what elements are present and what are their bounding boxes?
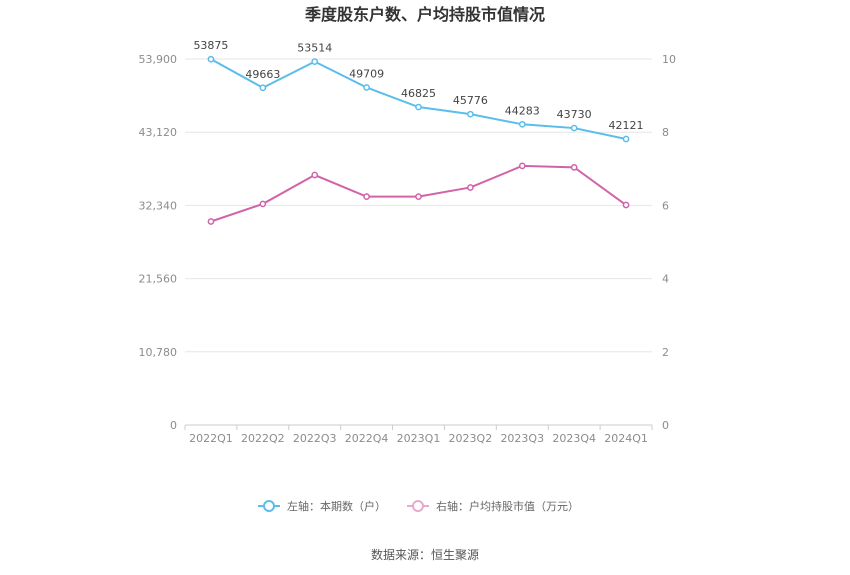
- data-label: 49709: [349, 67, 384, 80]
- x-axis-tick-label: 2022Q1: [189, 432, 233, 445]
- right-axis-tick-label: 0: [662, 419, 669, 432]
- data-point: [311, 171, 319, 179]
- data-label: 42121: [609, 119, 644, 132]
- left-axis-tick-label: 43,120: [139, 126, 178, 139]
- data-point: [467, 184, 474, 191]
- series: 53875 49663 53514 49709 46825 45776 44283 43730…: [193, 39, 644, 225]
- grid: [185, 58, 652, 353]
- data-point: [570, 124, 578, 132]
- axes: 0 10,780 21,560 32,340 43,120 53,900 0 2 4 6 8 10 20…: [139, 53, 677, 445]
- data-label: 43730: [557, 108, 592, 121]
- data-label: 53875: [193, 39, 228, 52]
- left-axis-tick-label: 32,340: [139, 199, 178, 212]
- data-label: 44283: [505, 104, 540, 117]
- data-point: [363, 193, 370, 200]
- legend-label: 左轴：本期数（户）: [287, 499, 386, 513]
- data-point: [570, 163, 578, 171]
- x-axis-tick-label: 2023Q3: [500, 432, 544, 445]
- data-point: [363, 84, 370, 91]
- data-point: [622, 135, 630, 143]
- data-label: 53514: [297, 42, 332, 55]
- legend-item[interactable]: 右轴：户均持股市值（万元）: [407, 499, 579, 513]
- x-axis-tick-label: 2023Q1: [397, 432, 441, 445]
- data-point: [622, 201, 630, 209]
- data-point: [518, 120, 526, 128]
- source-note: 数据来源：恒生聚源: [371, 547, 479, 562]
- data-point: [259, 84, 267, 92]
- x-axis-tick-label: 2022Q2: [241, 432, 285, 445]
- left-axis-tick-label: 53,900: [139, 53, 178, 66]
- left-axis-tick-label: 21,560: [139, 273, 178, 286]
- data-point: [415, 193, 422, 200]
- x-axis-tick-label: 2022Q3: [293, 432, 337, 445]
- data-point: [259, 200, 267, 208]
- right-axis-tick-label: 8: [662, 126, 669, 139]
- data-point: [311, 58, 319, 65]
- legend-swatch-marker: [263, 500, 275, 512]
- data-point: [518, 162, 526, 170]
- right-axis-tick-label: 10: [662, 53, 676, 66]
- right-axis-tick-label: 6: [662, 199, 669, 212]
- legend-label: 右轴：户均持股市值（万元）: [436, 499, 579, 513]
- data-point: [415, 103, 422, 111]
- chart-title: 季度股东户数、户均持股市值情况: [304, 5, 545, 24]
- x-axis-tick-label: 2023Q2: [449, 432, 493, 445]
- left-axis-tick-label: 0: [170, 419, 177, 432]
- data-point: [207, 55, 215, 63]
- right-axis-tick-label: 2: [662, 346, 669, 359]
- data-label: 45776: [453, 94, 488, 107]
- data-point: [207, 218, 215, 225]
- data-label: 49663: [245, 68, 280, 81]
- data-point: [467, 110, 474, 118]
- x-axis-tick-label: 2024Q1: [604, 432, 648, 445]
- x-axis-tick-label: 2022Q4: [345, 432, 389, 445]
- legend-swatch-marker: [412, 500, 424, 512]
- right-axis-tick-label: 4: [662, 273, 669, 286]
- data-label: 46825: [401, 87, 436, 100]
- left-axis-tick-label: 10,780: [139, 346, 178, 359]
- legend-item[interactable]: 左轴：本期数（户）: [258, 499, 386, 513]
- legend[interactable]: 左轴：本期数（户） 右轴：户均持股市值（万元）: [258, 499, 579, 513]
- x-axis-tick-label: 2023Q4: [552, 432, 596, 445]
